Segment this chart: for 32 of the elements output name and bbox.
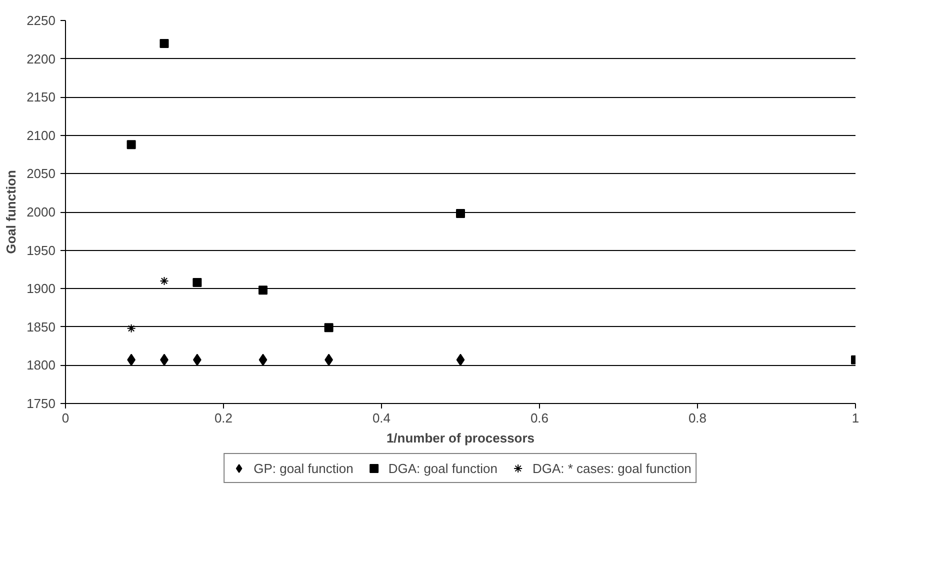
- point: [456, 354, 465, 366]
- y-tick-label: 1850: [26, 319, 56, 334]
- legend-label: DGA: * cases: goal function: [532, 460, 692, 476]
- y-tick-label: 1900: [26, 281, 56, 296]
- legend-label: DGA: goal function: [388, 460, 498, 476]
- point: [126, 324, 136, 333]
- y-tick-label: 2100: [26, 128, 56, 143]
- y-axis-title: Goal function: [4, 170, 19, 254]
- x-tick-label: 0: [62, 410, 70, 426]
- point: [160, 38, 169, 48]
- x-tick-label: 0.8: [688, 410, 707, 426]
- point: [258, 286, 268, 295]
- point: [126, 140, 136, 150]
- y-tick-label: 1750: [26, 396, 56, 411]
- point: [324, 323, 334, 332]
- y-tick-label: 2000: [26, 204, 56, 220]
- y-tick-label: 1950: [26, 242, 56, 258]
- x-tick-label: 0.4: [372, 410, 391, 426]
- point: [160, 276, 169, 286]
- point: [456, 209, 465, 218]
- point: [258, 354, 268, 366]
- y-tick-label: 2150: [26, 90, 56, 105]
- y-tick-label: 2200: [26, 51, 56, 66]
- x-tick-label: 0.6: [530, 410, 549, 426]
- point: [192, 278, 202, 287]
- x-tick-label: 0.2: [214, 410, 233, 426]
- y-tick-label: 1800: [26, 358, 56, 373]
- y-tick-label: 2250: [26, 13, 56, 28]
- y-tick-label: 2050: [26, 166, 56, 182]
- x-axis-title: 1/number of processors: [386, 430, 535, 446]
- legend-label: GP: goal function: [254, 460, 354, 476]
- x-tick-label: 1: [852, 410, 860, 426]
